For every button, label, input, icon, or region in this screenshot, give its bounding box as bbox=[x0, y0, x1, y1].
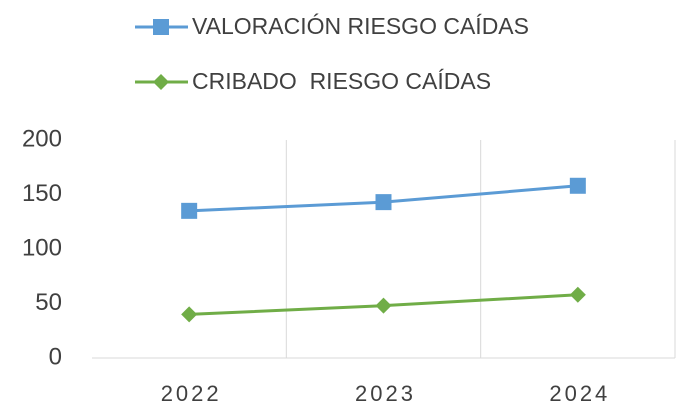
marker bbox=[375, 194, 392, 211]
y-tick-label: 200 bbox=[22, 125, 62, 152]
marker bbox=[569, 286, 586, 303]
marker bbox=[181, 306, 198, 323]
legend-label: CRIBADO RIESGO CAÍDAS bbox=[192, 68, 491, 94]
legend-label: VALORACIÓN RIESGO CAÍDAS bbox=[192, 13, 529, 39]
y-tick-label: 100 bbox=[22, 234, 62, 261]
y-tick-label: 0 bbox=[49, 343, 62, 370]
marker bbox=[569, 177, 586, 194]
y-tick-label: 50 bbox=[35, 289, 62, 316]
x-tick-label: 2024 bbox=[549, 381, 610, 406]
x-tick-label: 2022 bbox=[161, 381, 222, 406]
x-tick-label: 2023 bbox=[355, 381, 416, 406]
y-tick-label: 150 bbox=[22, 180, 62, 207]
marker bbox=[375, 297, 392, 314]
legend-marker bbox=[153, 19, 169, 35]
legend-marker bbox=[153, 74, 169, 90]
marker bbox=[181, 202, 198, 219]
